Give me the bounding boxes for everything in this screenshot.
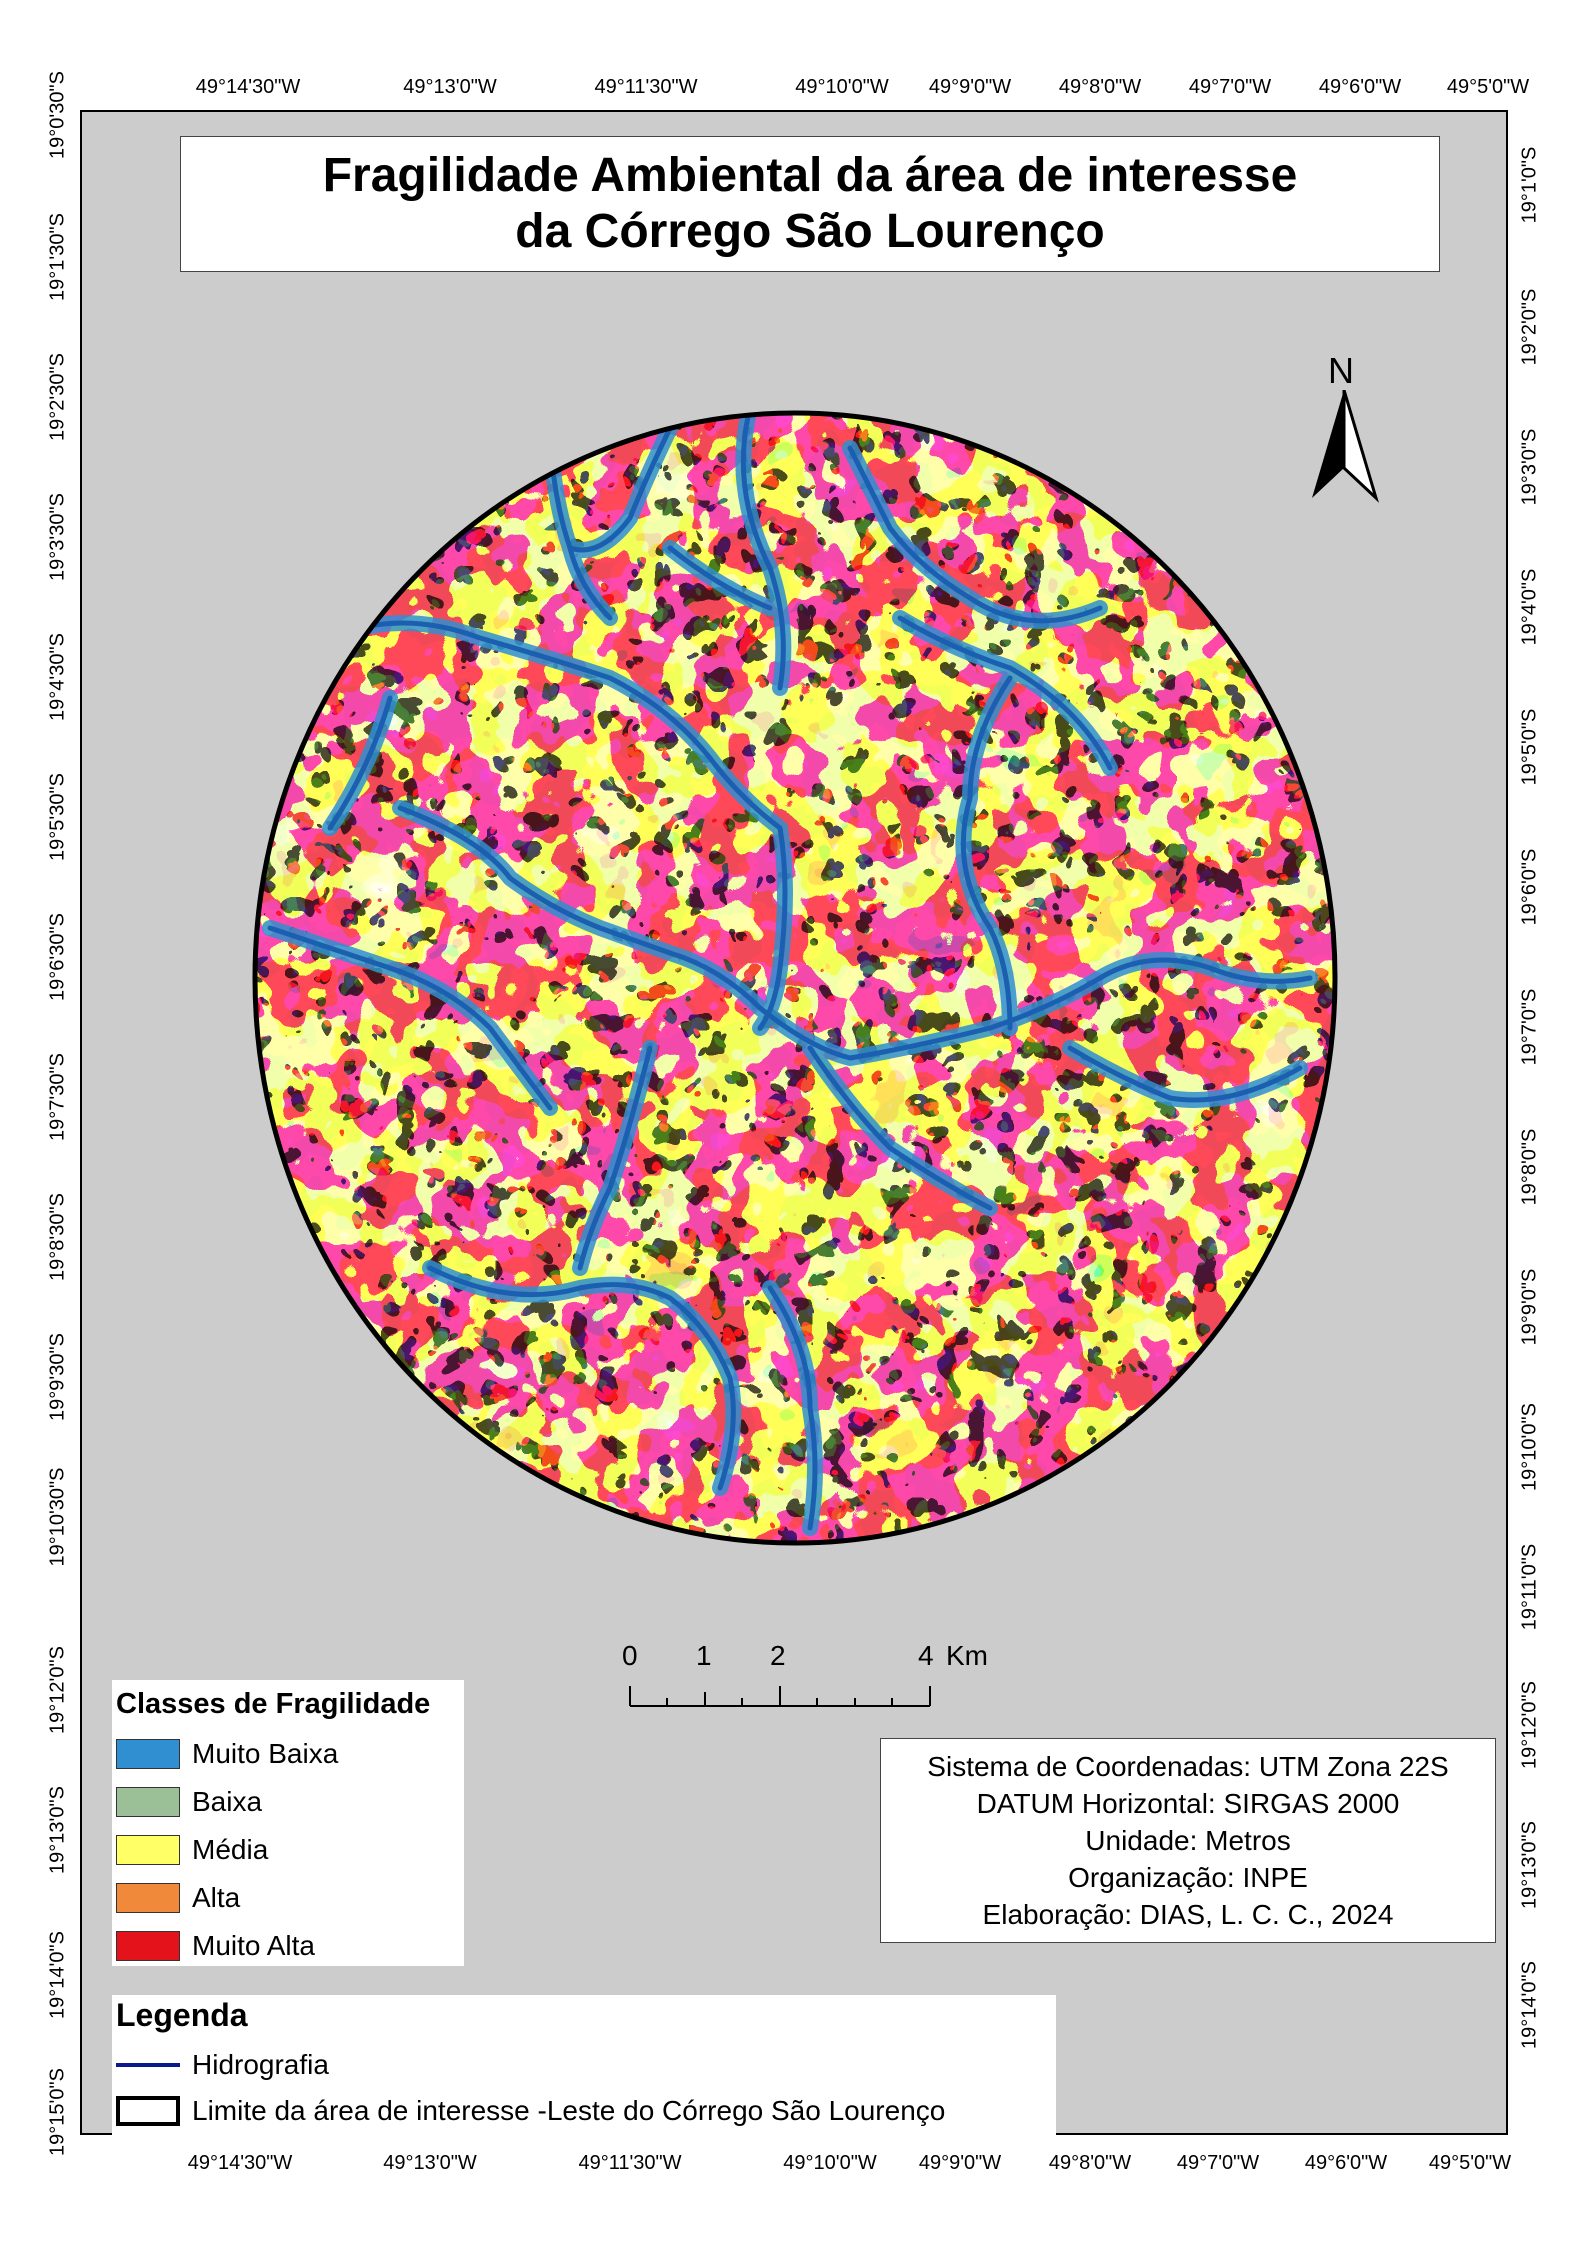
info-organization: Organização: INPE <box>1068 1862 1308 1893</box>
map-info-box: Sistema de Coordenadas: UTM Zona 22S DAT… <box>880 1738 1496 1943</box>
coord-right-label: 19°10'0"S <box>1518 1403 1541 1491</box>
coord-top-label: 49°5'0"W <box>1446 76 1530 98</box>
classes-legend-heading: Classes de Fragilidade <box>116 1688 431 1720</box>
swatch-muito-alta <box>116 1931 180 1961</box>
coord-top-label: 49°8'0"W <box>1058 76 1142 98</box>
coord-right-label: 19°7'0"S <box>1518 988 1541 1066</box>
legend-label: Muito Baixa <box>192 1738 339 1769</box>
coord-right-label: 19°13'0"S <box>1518 1821 1541 1909</box>
coord-bottom-label: 49°11'30"W <box>578 2152 682 2174</box>
scale-label-1: 1 <box>696 1640 712 1671</box>
scale-label-2: 2 <box>770 1640 786 1671</box>
scale-label-0: 0 <box>622 1640 638 1671</box>
legend-item-hydrography: Hidrografia <box>116 2049 329 2081</box>
coord-bottom-label: 49°9'0"W <box>918 2152 1002 2174</box>
legend-label: Alta <box>192 1882 241 1913</box>
fragility-classes-legend: Classes de Fragilidade Muito Baixa Baixa… <box>112 1680 464 1966</box>
river-line <box>267 413 1313 1531</box>
coord-top-label: 49°13'0"W <box>403 76 497 98</box>
info-author: Elaboração: DIAS, L. C. C., 2024 <box>982 1899 1394 1930</box>
scale-label-4: 4 <box>918 1640 934 1671</box>
coord-bottom-label: 49°13'0"W <box>383 2152 477 2174</box>
coord-right-label: 19°14'0"S <box>1518 1961 1541 2049</box>
legend-label: Média <box>192 1834 269 1865</box>
coord-left-label: 19°15'0"S <box>46 2068 69 2156</box>
coord-left-label: 19°6'30"S <box>46 913 69 1001</box>
swatch-media <box>116 1835 180 1865</box>
legend-item-muito-alta: Muito Alta <box>116 1930 315 1962</box>
study-area-boundary <box>252 410 1338 1546</box>
coord-top-label: 49°9'0"W <box>928 76 1012 98</box>
info-datum: DATUM Horizontal: SIRGAS 2000 <box>976 1788 1400 1819</box>
coord-left-label: 19°4'30"S <box>46 633 69 721</box>
coord-right-label: 19°4'0"S <box>1518 568 1541 646</box>
coord-left-label: 19°9'30"S <box>46 1333 69 1421</box>
legend-item-boundary: Limite da área de interesse -Leste do Có… <box>116 2095 945 2127</box>
coord-bottom-label: 49°10'0"W <box>783 2152 877 2174</box>
legend-label: Muito Alta <box>192 1930 315 1961</box>
coord-right-label: 19°9'0"S <box>1518 1268 1541 1346</box>
coord-left-label: 19°3'30"S <box>46 493 69 581</box>
scale-bar-ticks <box>629 1686 931 1707</box>
coord-top-label: 49°6'0"W <box>1318 76 1402 98</box>
swatch-baixa <box>116 1787 180 1817</box>
coord-right-label: 19°8'0"S <box>1518 1128 1541 1206</box>
swatch-muito-baixa <box>116 1739 180 1769</box>
info-unit: Unidade: Metros <box>1085 1825 1291 1856</box>
hydrography-line-icon <box>116 2063 180 2067</box>
swatch-alta <box>116 1883 180 1913</box>
coord-bottom-label: 49°6'0"W <box>1304 2152 1388 2174</box>
scale-unit: Km <box>946 1640 988 1671</box>
legend-item-baixa: Baixa <box>116 1786 262 1818</box>
coord-left-label: 19°10'30"S <box>46 1467 69 1567</box>
coord-right-label: 19°11'0"S <box>1518 1543 1541 1631</box>
north-arrow: N <box>1300 350 1390 510</box>
legend-item-media: Média <box>116 1834 268 1866</box>
info-coordinate-system: Sistema de Coordenadas: UTM Zona 22S <box>927 1751 1449 1782</box>
coord-left-label: 19°1'30"S <box>46 213 69 301</box>
map-title-line-1: Fragilidade Ambiental da área de interes… <box>322 149 1298 202</box>
coord-top-label: 49°11'30"W <box>594 76 698 98</box>
coord-right-label: 19°6'0"S <box>1518 848 1541 926</box>
map-legend-box: Legenda Hidrografia Limite da área de in… <box>112 1995 1056 2135</box>
coord-left-label: 19°7'30"S <box>46 1053 69 1141</box>
legend-label: Baixa <box>192 1786 263 1817</box>
legend-heading: Legenda <box>116 1997 248 2033</box>
coord-bottom-label: 49°8'0"W <box>1048 2152 1132 2174</box>
coord-right-label: 19°12'0"S <box>1518 1681 1541 1769</box>
coord-bottom-label: 49°14'30"W <box>187 2152 293 2174</box>
coord-top-label: 49°10'0"W <box>795 76 889 98</box>
legend-label: Hidrografia <box>192 2049 329 2080</box>
legend-item-muito-baixa: Muito Baixa <box>116 1738 338 1770</box>
coord-right-label: 19°2'0"S <box>1518 288 1541 366</box>
coord-bottom-label: 49°7'0"W <box>1176 2152 1260 2174</box>
scale-bar: 0 1 2 4 Km <box>600 1640 988 1720</box>
north-arrow-icon <box>1312 390 1380 503</box>
coord-right-label: 19°5'0"S <box>1518 708 1541 786</box>
legend-item-alta: Alta <box>116 1882 240 1914</box>
coord-top-label: 49°14'30"W <box>195 76 301 98</box>
coord-left-label: 19°5'30"S <box>46 773 69 861</box>
coord-left-label: 19°2'30"S <box>46 353 69 441</box>
legend-label: Limite da área de interesse -Leste do Có… <box>192 2095 946 2126</box>
study-area-map <box>252 410 1338 1546</box>
coord-left-label: 19°14'0"S <box>46 1931 69 2019</box>
coord-right-label: 19°1'0"S <box>1518 146 1541 224</box>
coord-left-label: 19°12'0"S <box>46 1646 69 1734</box>
coord-left-label: 19°0'30"S <box>46 71 69 159</box>
coord-bottom-label: 49°5'0"W <box>1428 2152 1512 2174</box>
north-label: N <box>1328 350 1354 391</box>
map-title-line-2: da Córrego São Lourenço <box>515 205 1105 258</box>
coord-left-label: 19°13'0"S <box>46 1786 69 1874</box>
map-title-box: Fragilidade Ambiental da área de interes… <box>180 136 1440 272</box>
boundary-swatch <box>116 2096 180 2126</box>
coord-top-label: 49°7'0"W <box>1188 76 1272 98</box>
coord-right-label: 19°3'0"S <box>1518 428 1541 506</box>
coord-left-label: 19°8'30"S <box>46 1193 69 1281</box>
